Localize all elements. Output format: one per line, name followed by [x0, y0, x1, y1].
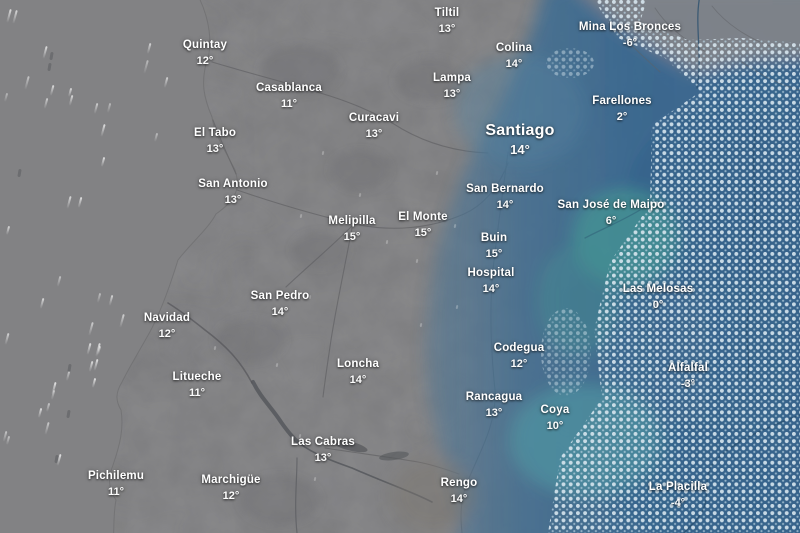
city-temperature: 13° — [314, 452, 332, 464]
city-label-las-cabras[interactable]: Las Cabras 13° — [291, 434, 355, 466]
city-label-farellones[interactable]: Farellones 2° — [592, 93, 652, 125]
city-name: Hospital — [467, 267, 515, 279]
city-label-curacavi[interactable]: Curacavi 13° — [349, 110, 399, 142]
city-temperature: -3° — [680, 378, 696, 390]
city-temperature: 2° — [616, 111, 628, 123]
city-name: Tiltil — [434, 7, 460, 19]
city-label-colina[interactable]: Colina 14° — [496, 40, 532, 72]
city-label-buin[interactable]: Buin 15° — [481, 230, 507, 262]
city-label-marchig-e[interactable]: Marchigüe 12° — [201, 472, 260, 504]
city-name: San Antonio — [198, 178, 268, 190]
city-label-mina-los-bronces[interactable]: Mina Los Bronces -6° — [579, 19, 681, 51]
city-temperature: -6° — [622, 37, 638, 49]
city-label-rengo[interactable]: Rengo 14° — [441, 475, 478, 507]
city-temperature: 12° — [510, 358, 528, 370]
city-temperature: 15° — [343, 231, 361, 243]
city-name: Colina — [495, 42, 533, 54]
city-name: Rancagua — [465, 391, 523, 403]
city-temperature: 14° — [271, 306, 289, 318]
city-temperature: 13° — [443, 88, 461, 100]
city-name: Litueche — [172, 371, 222, 383]
city-name: San José de Maipo — [557, 199, 665, 211]
city-label-san-jos-de-maipo[interactable]: San José de Maipo 6° — [558, 197, 665, 229]
city-temperature: 14° — [496, 199, 514, 211]
city-label-quintay[interactable]: Quintay 12° — [183, 37, 227, 69]
city-name: Mina Los Bronces — [578, 21, 682, 33]
coastline — [109, 0, 238, 533]
city-temperature: 13° — [438, 23, 456, 35]
snow-overlay — [541, 0, 800, 533]
city-name: El Tabo — [193, 127, 237, 139]
city-name: La Placilla — [648, 481, 708, 493]
city-label-coya[interactable]: Coya 10° — [541, 402, 570, 434]
city-name: Alfalfal — [668, 362, 708, 374]
city-temperature: 13° — [206, 143, 224, 155]
city-name: Quintay — [182, 39, 228, 51]
city-temperature: 11° — [280, 98, 298, 110]
city-temperature: 12° — [158, 328, 176, 340]
city-label-litueche[interactable]: Litueche 11° — [173, 369, 222, 401]
city-label-san-pedro[interactable]: San Pedro 14° — [251, 288, 310, 320]
city-temperature: 15° — [414, 227, 432, 239]
city-temperature: -4° — [670, 497, 686, 509]
city-label-pichilemu[interactable]: Pichilemu 11° — [88, 468, 144, 500]
city-name: Lampa — [432, 72, 472, 84]
city-name: San Pedro — [250, 290, 310, 302]
city-label-el-monte[interactable]: El Monte 15° — [398, 209, 448, 241]
city-temperature: 15° — [485, 248, 503, 260]
city-label-casablanca[interactable]: Casablanca 11° — [256, 80, 322, 112]
city-temperature: 14° — [505, 58, 523, 70]
city-label-las-melosas[interactable]: Las Melosas 0° — [623, 281, 694, 313]
city-temperature: 13° — [485, 407, 503, 419]
city-name: Curacavi — [348, 112, 400, 124]
city-label-hospital[interactable]: Hospital 14° — [468, 265, 515, 297]
city-label-rancagua[interactable]: Rancagua 13° — [466, 389, 523, 421]
city-label-santiago[interactable]: Santiago 14° — [485, 121, 554, 159]
city-temperature: 13° — [224, 194, 242, 206]
city-name: Navidad — [143, 312, 191, 324]
city-label-codegua[interactable]: Codegua 12° — [494, 340, 545, 372]
city-temperature: 12° — [222, 490, 240, 502]
city-temperature: 10° — [546, 420, 564, 432]
city-name: Pichilemu — [87, 470, 145, 482]
city-temperature: 11° — [188, 387, 206, 399]
city-name: Rengo — [440, 477, 478, 489]
city-name: Codegua — [493, 342, 545, 354]
city-temperature: 6° — [605, 215, 617, 227]
city-name: San Bernardo — [466, 183, 544, 195]
city-label-alfalfal[interactable]: Alfalfal -3° — [668, 360, 708, 392]
city-name: Melipilla — [328, 215, 376, 227]
city-label-melipilla[interactable]: Melipilla 15° — [328, 213, 375, 245]
city-name: Loncha — [336, 358, 380, 370]
city-temperature: 14° — [510, 142, 530, 157]
city-label-navidad[interactable]: Navidad 12° — [144, 310, 190, 342]
city-temperature: 11° — [107, 486, 125, 498]
city-label-san-bernardo[interactable]: San Bernardo 14° — [466, 181, 544, 213]
city-name: Casablanca — [256, 82, 322, 94]
city-name: Santiago — [485, 122, 555, 139]
city-label-la-placilla[interactable]: La Placilla -4° — [649, 479, 707, 511]
city-temperature: 14° — [482, 283, 500, 295]
city-temperature: 14° — [450, 493, 468, 505]
city-name: Coya — [540, 404, 570, 416]
river-lines — [167, 302, 433, 533]
city-name: Las Melosas — [622, 283, 694, 295]
city-label-san-antonio[interactable]: San Antonio 13° — [198, 176, 268, 208]
city-name: Marchigüe — [201, 474, 261, 486]
city-label-el-tabo[interactable]: El Tabo 13° — [194, 125, 236, 157]
city-temperature: 14° — [349, 374, 367, 386]
city-temperature: 0° — [652, 299, 664, 311]
city-name: Las Cabras — [290, 436, 356, 448]
city-temperature: 12° — [196, 55, 214, 67]
city-label-loncha[interactable]: Loncha 14° — [337, 356, 379, 388]
city-label-tiltil[interactable]: Tiltil 13° — [435, 5, 460, 37]
city-temperature: 13° — [365, 128, 383, 140]
city-name: Farellones — [592, 95, 652, 107]
city-label-lampa[interactable]: Lampa 13° — [433, 70, 471, 102]
city-name: El Monte — [398, 211, 448, 223]
city-name: Buin — [480, 232, 508, 244]
